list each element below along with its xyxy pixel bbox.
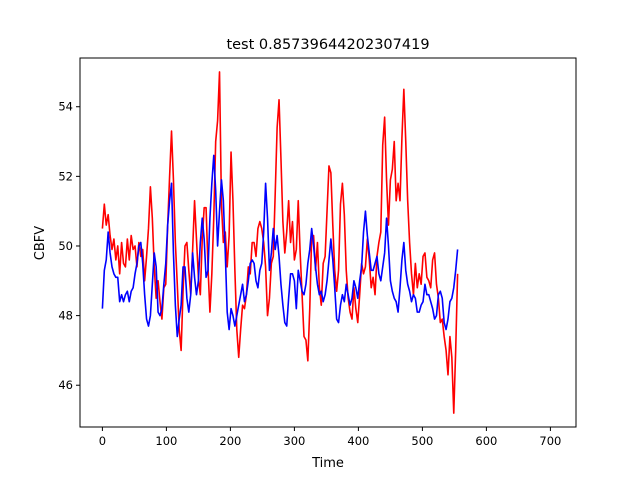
- x-tick-label: 700: [539, 434, 561, 448]
- y-tick-label: 50: [58, 239, 73, 253]
- axes-layer: 0 100 200 300 400 500 600 700 46 48 50 52 54: [58, 100, 561, 448]
- plot-frame: [79, 57, 577, 428]
- series-line-1: [101, 71, 459, 414]
- chart-title: test 0.85739644202307419: [226, 37, 429, 53]
- x-tick-label: 400: [347, 434, 369, 448]
- x-axis-label: Time: [311, 456, 344, 471]
- y-tick-label: 54: [58, 100, 73, 114]
- x-tick-label: 0: [99, 434, 106, 448]
- y-tick-label: 52: [58, 169, 73, 183]
- x-tick-label: 500: [411, 434, 433, 448]
- x-tick-label: 200: [219, 434, 241, 448]
- x-tick-label: 600: [475, 434, 497, 448]
- y-tick-label: 46: [58, 378, 73, 392]
- series-line-2: [101, 154, 459, 338]
- series-layer: [101, 71, 459, 414]
- x-tick-label: 100: [155, 434, 177, 448]
- y-tick-label: 48: [58, 309, 73, 323]
- y-axis-label: CBFV: [33, 226, 48, 260]
- x-tick-label: 300: [283, 434, 305, 448]
